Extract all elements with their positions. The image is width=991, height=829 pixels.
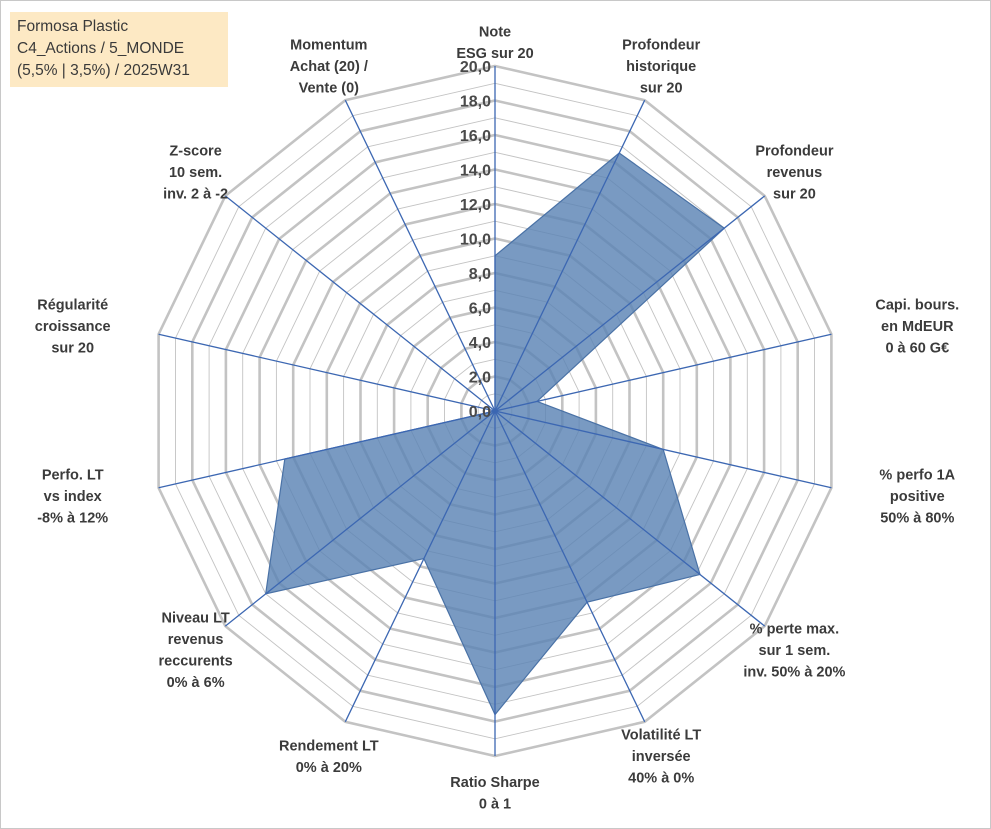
info-box: Formosa Plastic C4_Actions / 5_MONDE (5,… bbox=[10, 12, 228, 87]
axis-label: Volatilité LT inversée 40% à 0% bbox=[621, 728, 701, 787]
tick-layer: 0,0 2,0 4,0 6,0 8,0 10,0 12,0 14,0 16,0 18,0 20,0 bbox=[460, 59, 491, 421]
axis-label-line: vs index bbox=[44, 489, 102, 505]
axis-label-line: Note bbox=[479, 25, 511, 41]
axis-spoke bbox=[224, 195, 496, 412]
axis-spoke bbox=[494, 410, 832, 489]
axis-spoke bbox=[344, 99, 496, 412]
axis-label-line: inversée bbox=[632, 749, 691, 765]
tick-label: 18,0 bbox=[460, 94, 491, 111]
axis-label-line: Capi. bours. bbox=[875, 297, 959, 313]
axis-label-line: Volatilité LT bbox=[621, 728, 701, 744]
axis-label-line: Ratio Sharpe bbox=[450, 775, 539, 791]
axis-label: % perte max. sur 1 sem. inv. 50% à 20% bbox=[743, 621, 845, 680]
axis-label-line: sur 1 sem. bbox=[759, 643, 831, 659]
axis-label-line: Profondeur bbox=[622, 37, 700, 53]
axis-label: Régularité croissance sur 20 bbox=[35, 297, 111, 356]
tick-label: 2,0 bbox=[469, 370, 491, 387]
axis-label-line: reccurents bbox=[159, 654, 233, 670]
axis-label-line: 10 sem. bbox=[169, 165, 222, 181]
axis-label-line: sur 20 bbox=[51, 340, 94, 356]
axis-label: Momentum Achat (20) / Vente (0) bbox=[290, 37, 368, 96]
axis-label-line: Niveau LT bbox=[161, 611, 229, 627]
axis-spoke bbox=[344, 410, 496, 723]
axis-label-line: Profondeur bbox=[755, 144, 833, 160]
info-box-line-1: Formosa Plastic bbox=[17, 18, 129, 35]
axis-label: Profondeur revenus sur 20 bbox=[755, 144, 833, 203]
axis-label: Profondeur historique sur 20 bbox=[622, 37, 700, 96]
tick-label: 6,0 bbox=[469, 301, 491, 318]
axis-label-line: % perte max. bbox=[750, 621, 839, 637]
label-layer: Note ESG sur 20 Profondeur historique sur 20… bbox=[35, 25, 959, 813]
axis-label-line: inv. 2 à -2 bbox=[163, 187, 228, 203]
axis-label-line: Vente (0) bbox=[299, 80, 360, 96]
axis-label-line: revenus bbox=[767, 165, 823, 181]
tick-label: 4,0 bbox=[469, 335, 491, 352]
tick-label: 14,0 bbox=[460, 163, 491, 180]
axis-label-line: sur 20 bbox=[640, 80, 683, 96]
axis-label-line: revenus bbox=[168, 632, 224, 648]
tick-label: 0,0 bbox=[469, 404, 491, 421]
axis-label-line: inv. 50% à 20% bbox=[743, 664, 845, 680]
axis-label-line: 0 à 1 bbox=[479, 797, 511, 813]
tick-label: 10,0 bbox=[460, 232, 491, 249]
axis-label-line: Rendement LT bbox=[279, 738, 379, 754]
axis-label-line: historique bbox=[626, 59, 696, 75]
axis-label: Ratio Sharpe 0 à 1 bbox=[450, 775, 539, 813]
axis-label-line: Momentum bbox=[290, 37, 367, 53]
axis-label-line: Régularité bbox=[37, 297, 108, 313]
axis-label: Z-score 10 sem. inv. 2 à -2 bbox=[163, 144, 228, 203]
axis-spoke bbox=[224, 410, 496, 627]
axis-spoke bbox=[494, 410, 646, 723]
axis-label-line: croissance bbox=[35, 319, 111, 335]
axis-spoke bbox=[494, 333, 832, 412]
tick-label: 16,0 bbox=[460, 128, 491, 145]
axis-label: Perfo. LT vs index -8% à 12% bbox=[37, 468, 108, 527]
axis-label: Note ESG sur 20 bbox=[456, 25, 533, 63]
tick-label: 8,0 bbox=[469, 266, 491, 283]
axis-label-line: ESG sur 20 bbox=[456, 46, 533, 62]
axis-label-line: positive bbox=[890, 489, 945, 505]
axis-label-line: Achat (20) / bbox=[290, 59, 368, 75]
axis-label-line: -8% à 12% bbox=[37, 511, 108, 527]
axis-label-line: 0% à 20% bbox=[296, 760, 362, 776]
axis-label: % perfo 1A positive 50% à 80% bbox=[879, 468, 955, 527]
axis-label-line: 0% à 6% bbox=[167, 675, 225, 691]
axis-label-line: Perfo. LT bbox=[42, 468, 104, 484]
tick-label: 12,0 bbox=[460, 197, 491, 214]
axis-spoke bbox=[158, 410, 496, 489]
axis-label: Rendement LT 0% à 20% bbox=[279, 738, 379, 776]
spoke-layer bbox=[158, 66, 832, 756]
axis-spoke bbox=[494, 195, 766, 412]
axis-spoke bbox=[494, 410, 766, 627]
axis-label-line: en MdEUR bbox=[881, 319, 954, 335]
tick-label: 20,0 bbox=[460, 59, 491, 76]
axis-label-line: % perfo 1A bbox=[879, 468, 955, 484]
axis-label-line: Z-score bbox=[169, 144, 221, 160]
info-box-line-2: C4_Actions / 5_MONDE bbox=[17, 40, 185, 57]
axis-label: Niveau LT revenus reccurents 0% à 6% bbox=[159, 611, 233, 692]
axis-label-line: 40% à 0% bbox=[628, 771, 694, 787]
axis-label-line: sur 20 bbox=[773, 187, 816, 203]
axis-label-line: 50% à 80% bbox=[880, 511, 954, 527]
info-box-line-3: (5,5% | 3,5%) / 2025W31 bbox=[17, 62, 190, 79]
axis-spoke bbox=[158, 333, 496, 412]
axis-spoke bbox=[494, 99, 646, 412]
axis-label: Capi. bours. en MdEUR 0 à 60 G€ bbox=[875, 297, 959, 356]
axis-label-line: 0 à 60 G€ bbox=[885, 340, 949, 356]
